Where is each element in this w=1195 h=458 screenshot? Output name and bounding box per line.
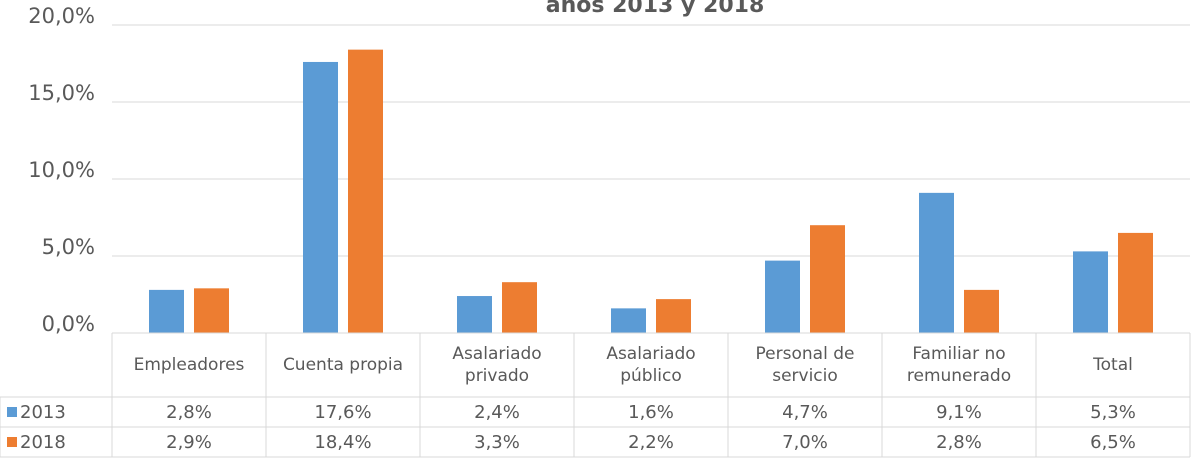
data-label: 7,0% — [782, 432, 828, 453]
x-tick-label: Empleadores — [133, 355, 245, 375]
x-tick-label: Familiar no remunerado — [906, 344, 1012, 386]
y-tick-label: 5,0% — [42, 235, 95, 259]
data-label: 6,5% — [1090, 432, 1136, 453]
bar — [656, 299, 691, 333]
bar — [348, 49, 383, 333]
data-label: 2,8% — [936, 432, 982, 453]
bar — [919, 192, 954, 333]
x-tick-label: Asalariado público — [606, 344, 696, 386]
bar — [1118, 232, 1153, 333]
data-label: 9,1% — [936, 402, 982, 423]
y-tick-label: 20,0% — [28, 4, 95, 28]
data-label: 1,6% — [628, 402, 674, 423]
x-tick-label: Asalariado privado — [452, 344, 542, 386]
data-label: 3,3% — [474, 432, 520, 453]
bar — [810, 225, 845, 333]
data-label: 4,7% — [782, 402, 828, 423]
bar — [1073, 251, 1108, 333]
x-tick-label: Cuenta propia — [282, 355, 404, 375]
bar — [457, 296, 492, 333]
bar — [964, 289, 999, 333]
y-tick-label: 0,0% — [42, 312, 95, 336]
bar — [194, 288, 229, 333]
data-label: 17,6% — [314, 402, 371, 423]
bar — [303, 61, 338, 334]
bar — [502, 282, 537, 333]
data-label: 2,2% — [628, 432, 674, 453]
data-label: 2,8% — [166, 402, 212, 423]
y-tick-label: 15,0% — [28, 81, 95, 105]
legend-label: 2018 — [20, 432, 66, 453]
data-label: 18,4% — [314, 432, 371, 453]
legend-key — [7, 407, 17, 417]
x-tick-label: Personal de servicio — [755, 344, 855, 386]
data-label: 2,9% — [166, 432, 212, 453]
y-tick-label: 10,0% — [28, 158, 95, 182]
bar — [765, 260, 800, 333]
legend-label: 2013 — [20, 402, 66, 423]
x-tick-label: Total — [1093, 355, 1133, 375]
bar — [149, 289, 184, 333]
legend-key — [7, 437, 17, 447]
bar — [611, 308, 646, 333]
data-label: 5,3% — [1090, 402, 1136, 423]
chart-title: años 2013 y 2018 — [546, 0, 765, 18]
data-label: 2,4% — [474, 402, 520, 423]
